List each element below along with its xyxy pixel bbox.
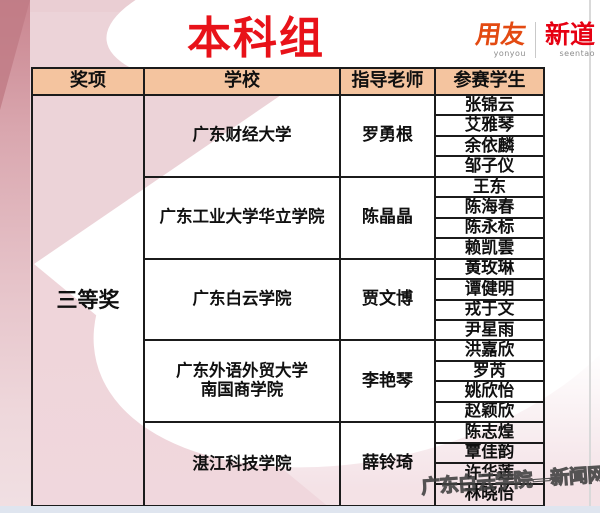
student-cell: 陈海春	[436, 198, 543, 219]
student-cell: 陈永标	[436, 219, 543, 240]
student-cell: 艾雅琴	[436, 116, 543, 137]
school-cell: 湛江科技学院	[145, 423, 341, 505]
seentao-logo: 新道 seentao	[545, 22, 595, 58]
page-title: 本科组	[187, 13, 325, 64]
yonyou-logo: 用友 yonyou	[473, 20, 529, 58]
teacher-cell: 贾文博	[341, 259, 436, 342]
student-cell: 谭健明	[436, 280, 543, 301]
brand-logo: 用友 yonyou 新道 seentao	[473, 20, 595, 58]
student-cell: 黄玫琳	[436, 260, 543, 281]
logo-divider	[534, 22, 536, 58]
column-header-school: 学校	[145, 69, 341, 96]
student-cell: 洪嘉欣	[436, 341, 543, 362]
student-cell: 戎于文	[436, 301, 543, 321]
student-cell: 罗芮	[436, 362, 543, 383]
column-header-award: 奖项	[33, 69, 145, 96]
seentao-logo-text: 新道	[544, 20, 595, 49]
student-cell: 覃佳韵	[436, 444, 543, 465]
yonyou-logo-subtext: yonyou	[493, 49, 526, 58]
student-cell: 赖凯雲	[436, 239, 543, 260]
student-cell: 邹子仪	[436, 157, 543, 178]
student-cell: 陈志煌	[436, 423, 543, 444]
award-results-table: 奖项 学校 指导老师 参赛学生 三等奖 广东财经大学 罗勇根 张锦云 艾雅琴 余…	[31, 67, 545, 507]
yonyou-logo-text: 用友	[473, 20, 529, 49]
seentao-logo-subtext: seentao	[559, 49, 595, 58]
student-cell: 张锦云	[436, 96, 543, 117]
student-cell: 余依麟	[436, 137, 543, 158]
teacher-cell: 罗勇根	[341, 96, 436, 178]
teacher-cell: 李艳琴	[341, 341, 436, 424]
student-cell: 王东	[436, 178, 543, 199]
bottom-edge-strip	[0, 506, 600, 513]
column-header-teacher: 指导老师	[341, 69, 436, 96]
background-left-strip	[0, 0, 30, 513]
student-cell: 尹星雨	[436, 321, 543, 342]
school-cell: 广东白云学院	[145, 259, 341, 342]
student-cell: 赵颖欣	[436, 403, 543, 424]
teacher-cell: 陈晶晶	[341, 177, 436, 260]
student-cell: 姚欣怡	[436, 382, 543, 403]
award-level-cell: 三等奖	[33, 96, 145, 505]
school-cell: 广东外语外贸大学 南国商学院	[145, 341, 341, 424]
background-right-edge-line	[589, 0, 591, 513]
school-cell: 广东财经大学	[145, 96, 341, 178]
column-header-students: 参赛学生	[436, 69, 543, 96]
school-cell: 广东工业大学华立学院	[145, 177, 341, 260]
